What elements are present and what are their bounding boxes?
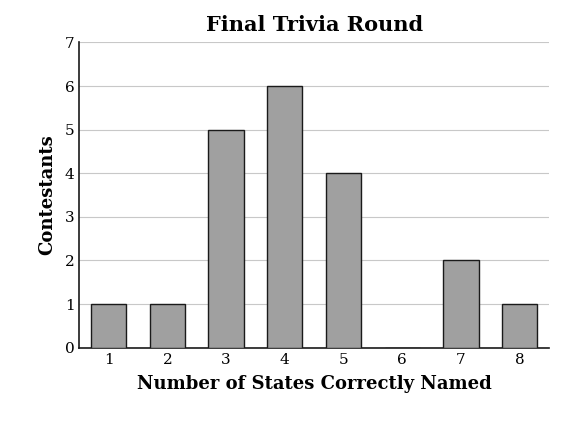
Bar [208, 130, 243, 348]
Bar [267, 86, 302, 348]
Bar [502, 304, 537, 348]
X-axis label: Number of States Correctly Named: Number of States Correctly Named [137, 375, 491, 393]
Bar [91, 304, 126, 348]
Title: Final Trivia Round: Final Trivia Round [205, 15, 423, 35]
Bar [149, 304, 185, 348]
Bar [326, 173, 361, 348]
Bar [443, 260, 479, 348]
Y-axis label: Contestants: Contestants [38, 135, 56, 255]
